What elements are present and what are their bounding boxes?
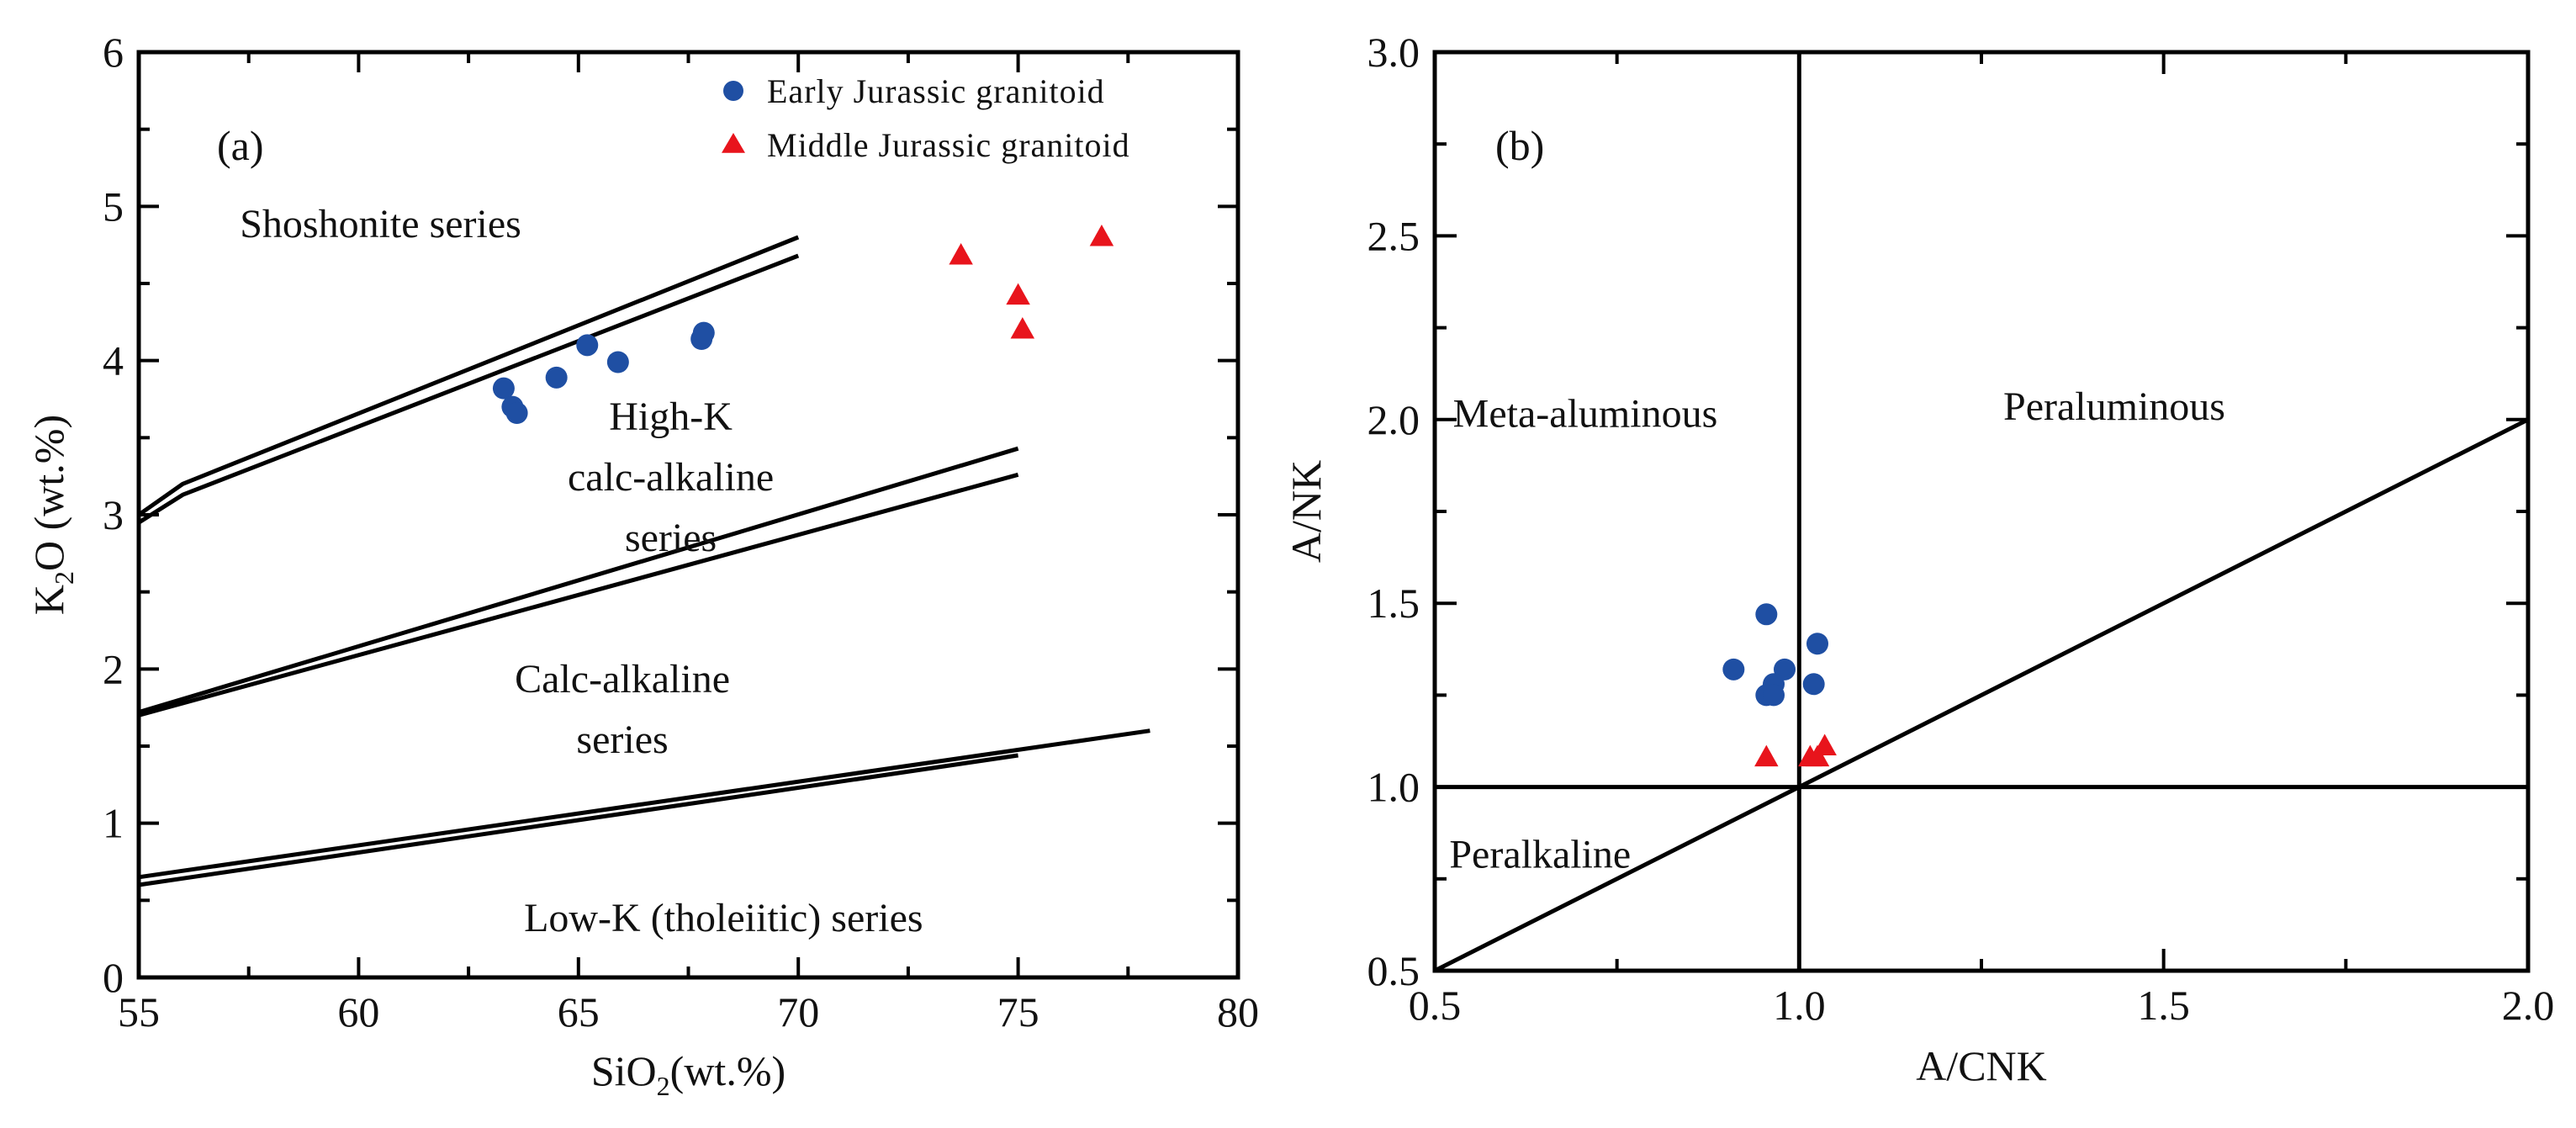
panel-a-point-early-jurassic <box>545 366 568 389</box>
panel-b-y-tick-label: 2.5 <box>1367 212 1420 259</box>
panel-b-chart: 0.5 1.0 1.5 2.0 0.5 1.0 1.5 2.0 2.5 3.0 Meta-alumi… <box>1283 29 2554 1089</box>
panel-b-region-meta-aluminous: Meta-aluminous <box>1453 392 1718 437</box>
panel-b-y-tick-label: 2.0 <box>1367 396 1420 443</box>
panel-a-y-axis-title: K2O (wt.%) <box>25 415 79 615</box>
panel-b-point-middle-jurassic <box>1805 744 1830 767</box>
panel-a-point-middle-jurassic <box>1089 225 1114 246</box>
panel-a-y-tick-label: 3 <box>103 491 124 538</box>
panel-a-x-title-main: SiO <box>591 1047 657 1094</box>
panel-a-region-line: series <box>625 516 717 560</box>
panel-b-x-tick-label: 1.0 <box>1773 982 1826 1029</box>
panel-a-region-line: Shoshonite series <box>240 202 521 246</box>
panel-a-boundary-shoshonite-upper <box>137 235 800 517</box>
panel-a-x-axis-title: SiO2(wt.%) <box>591 1047 785 1101</box>
panel-a-label: (a) <box>217 122 264 169</box>
panel-a-region-line: calc-alkaline <box>568 455 774 500</box>
panel-b-x-axis-title: A/CNK <box>1916 1042 2047 1089</box>
panel-a-x-title-sub: 2 <box>657 1071 670 1101</box>
panel-b-point-early-jurassic <box>1722 658 1745 681</box>
legend-label-1: Middle Jurassic granitoid <box>767 126 1130 164</box>
panel-b-region-peraluminous: Peraluminous <box>2003 384 2225 429</box>
panel-b-y-tick-label: 3.0 <box>1367 29 1420 76</box>
panel-a-region-line: series <box>576 718 668 762</box>
panel-b-point-middle-jurassic <box>1754 744 1779 767</box>
panel-b-boundary-diagonal <box>1433 417 2530 973</box>
panel-a-x-tick-label: 75 <box>997 988 1039 1035</box>
panel-a-chart: 55 60 65 70 75 80 0 1 2 3 4 5 6 Shoshonite series High… <box>25 29 1259 1101</box>
legend-marker-middle-jurassic <box>722 133 745 153</box>
panel-a-point-middle-jurassic <box>1010 317 1035 339</box>
panel-b-region-peralkaline: Peralkaline <box>1449 833 1631 877</box>
panel-a-y-title-sub: 2 <box>49 571 79 585</box>
panel-b-y-tick-label: 1.0 <box>1367 764 1420 811</box>
panel-a-point-early-jurassic <box>606 351 629 373</box>
panel-b-x-tick-label: 2.0 <box>2502 982 2555 1029</box>
legend-label-0: Early Jurassic granitoid <box>767 72 1105 110</box>
panel-a-region-line: Calc-alkaline <box>515 657 730 702</box>
panel-a-point-early-jurassic <box>576 334 599 357</box>
panel-a-region-low-k: Low-K (tholeiitic) series <box>524 896 923 940</box>
panel-b-y-tick-label: 1.5 <box>1367 580 1420 627</box>
panel-b-region-line: Peralkaline <box>1449 833 1631 877</box>
panel-a-boundary-high-k-upper <box>138 446 1019 715</box>
panel-a-region-shoshonite: Shoshonite series <box>240 202 521 246</box>
panel-b-point-early-jurassic <box>1755 603 1778 626</box>
panel-a-region-high-k: High-K calc-alkaline series <box>568 395 774 560</box>
panel-b-region-line: Meta-aluminous <box>1453 392 1718 437</box>
panel-a-y-tick-label: 6 <box>103 29 124 76</box>
panel-a-x-tick-label: 70 <box>777 988 819 1035</box>
panel-a-boundary-calc-alkaline-upper <box>138 728 1150 880</box>
panel-a-region-line: Low-K (tholeiitic) series <box>524 896 923 940</box>
panel-b-point-middle-jurassic <box>1812 733 1837 756</box>
panel-a-boundary-calc-alkaline-lower <box>138 753 1018 887</box>
panel-a-y-tick-label: 0 <box>103 954 124 1001</box>
panel-b-y-tick-label: 0.5 <box>1367 947 1420 994</box>
panel-a-x-tick-label: 80 <box>1217 988 1259 1035</box>
panel-a-boundary-high-k-lower <box>138 472 1019 718</box>
panel-a-x-tick-label: 65 <box>558 988 600 1035</box>
panel-a-point-early-jurassic <box>492 377 515 400</box>
panel-a-x-tick-label: 60 <box>337 988 379 1035</box>
panel-a-region-calc-alkaline: Calc-alkaline series <box>515 657 730 762</box>
panel-b-region-line: Peraluminous <box>2003 384 2225 429</box>
panel-a-point-early-jurassic <box>692 321 715 344</box>
panel-b-y-axis-title: A/NK <box>1283 460 1330 563</box>
panel-b-label: (b) <box>1495 122 1544 169</box>
panel-a-region-line: High-K <box>609 395 733 439</box>
panel-a-point-middle-jurassic <box>1006 283 1030 305</box>
panel-a-x-title-suffix: (wt.%) <box>670 1047 785 1094</box>
panel-b-x-tick-label: 0.5 <box>1409 982 1462 1029</box>
panel-a-y-title-main: K <box>25 585 72 615</box>
panel-a-y-tick-label: 1 <box>103 800 124 847</box>
legend-marker-early-jurassic <box>723 81 743 101</box>
panel-a-y-title-suffix: O (wt.%) <box>25 415 72 571</box>
panel-a-y-tick-label: 2 <box>103 645 124 692</box>
panel-a-point-middle-jurassic <box>949 243 973 265</box>
panel-b-x-tick-label: 1.5 <box>2137 982 2190 1029</box>
panel-a-y-tick-label: 4 <box>103 337 124 384</box>
panel-b-point-early-jurassic <box>1806 633 1828 655</box>
panel-a-point-early-jurassic <box>505 402 528 424</box>
panel-a-x-tick-label: 55 <box>118 988 160 1035</box>
panel-a-y-tick-label: 5 <box>103 183 124 230</box>
panel-b-point-early-jurassic <box>1763 684 1785 707</box>
panel-a-plot-frame <box>136 50 1240 980</box>
panel-b-point-early-jurassic <box>1802 673 1825 696</box>
